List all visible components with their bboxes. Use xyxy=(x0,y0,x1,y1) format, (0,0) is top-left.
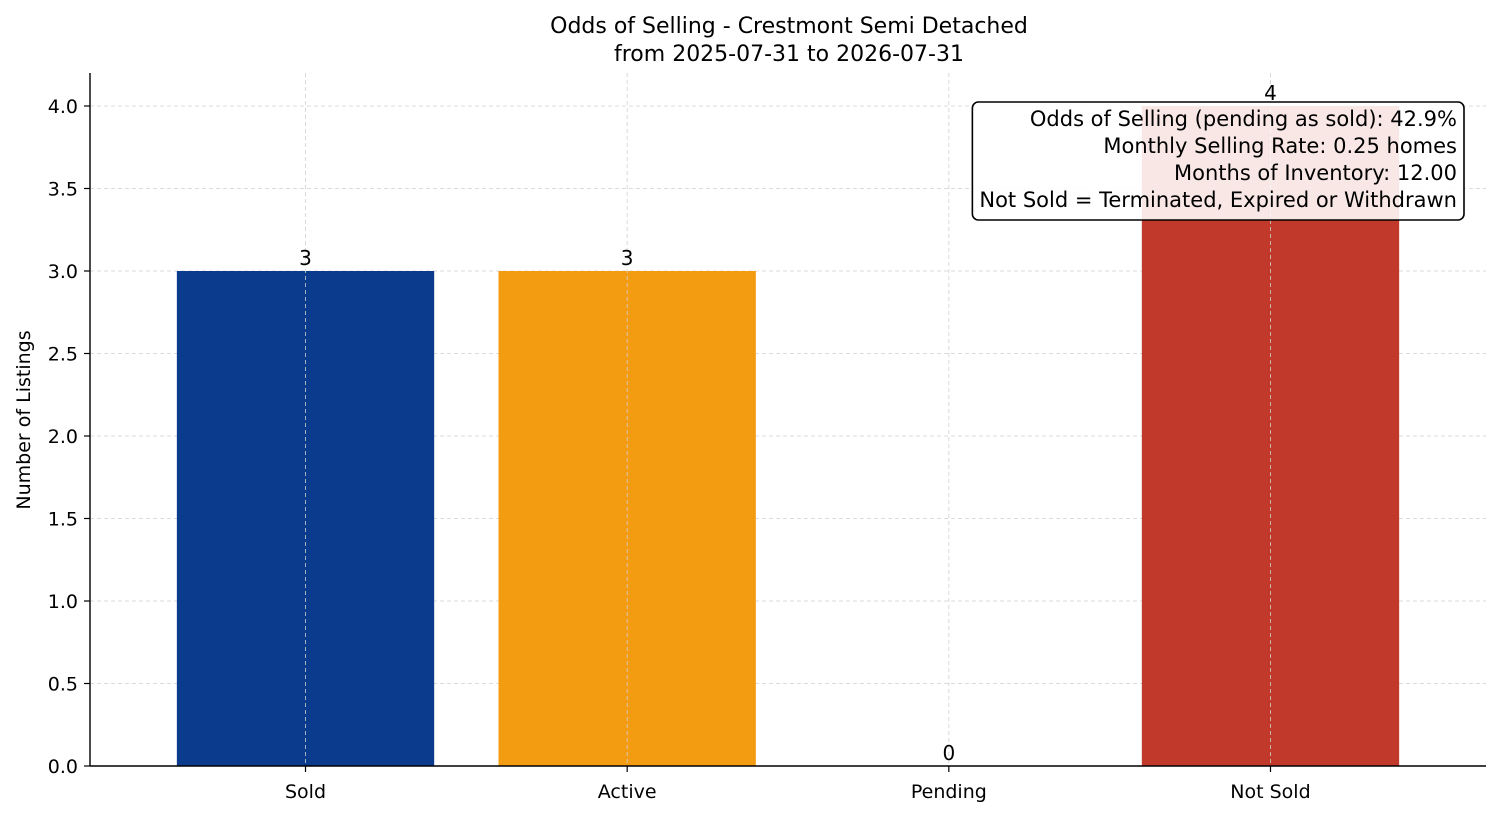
annotation-line: Monthly Selling Rate: 0.25 homes xyxy=(1103,134,1457,158)
chart-title: Odds of Selling - Crestmont Semi Detache… xyxy=(550,14,1028,39)
bar-value-label: 4 xyxy=(1264,81,1277,105)
bar-value-labels: 3 3 0 4 xyxy=(299,81,1277,765)
bar-value-label: 3 xyxy=(299,246,312,270)
axes: 0.0 0.5 1.0 1.5 2.0 2.5 3.0 3.5 4.0 Sold Active Pen… xyxy=(48,73,1486,803)
annotation-frame xyxy=(971,101,1465,221)
annotation-line: Months of Inventory: 12.00 xyxy=(1174,161,1457,185)
bar-value-label: 0 xyxy=(942,741,955,765)
x-tick-label: Active xyxy=(598,781,657,803)
y-axis-label: Number of Listings xyxy=(13,330,35,509)
chart-subtitle: from 2025-07-31 to 2026-07-31 xyxy=(614,42,964,67)
y-tick-label: 2.0 xyxy=(48,426,78,448)
y-tick-label: 1.0 xyxy=(48,591,78,613)
annotation-line: Odds of Selling (pending as sold): 42.9% xyxy=(1030,107,1457,131)
y-tick-label: 2.5 xyxy=(48,344,78,366)
x-tick-label: Pending xyxy=(911,781,987,803)
y-tick-label: 0.5 xyxy=(48,674,78,696)
y-tick-label: 0.0 xyxy=(48,756,78,778)
y-tick-label: 3.5 xyxy=(48,179,78,201)
annotation-line: Not Sold = Terminated, Expired or Withdr… xyxy=(979,188,1457,212)
x-tick-label: Not Sold xyxy=(1230,781,1310,803)
bar-value-label: 3 xyxy=(621,246,634,270)
annotation-box: Odds of Selling (pending as sold): 42.9%… xyxy=(971,101,1465,221)
y-tick-label: 4.0 xyxy=(48,96,78,118)
y-tick-label: 1.5 xyxy=(48,509,78,531)
annotation-group: Odds of Selling (pending as sold): 42.9%… xyxy=(971,101,1465,221)
y-tick-label: 3.0 xyxy=(48,261,78,283)
x-tick-label: Sold xyxy=(285,781,326,803)
